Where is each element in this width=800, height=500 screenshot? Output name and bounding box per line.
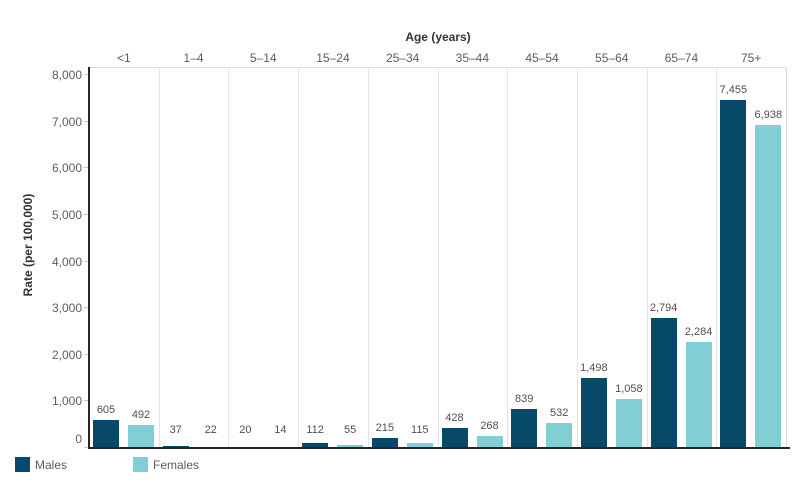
y-tick-label: 3,000 (51, 301, 82, 316)
males-bar (371, 437, 398, 448)
males-bar (93, 419, 119, 448)
bar-value-label: 1,058 (615, 382, 643, 395)
y-tick-mark (84, 167, 89, 169)
y-tick-mark (84, 353, 89, 355)
y-tick-mark (84, 213, 89, 215)
males-legend-label: Males (35, 458, 68, 472)
column-separator (646, 67, 648, 448)
females-bar (476, 435, 503, 448)
x-tick-label: 1–4 (183, 51, 204, 65)
bar-value-label: 6,938 (754, 108, 783, 121)
bar-value-label: 1,498 (580, 362, 608, 375)
y-tick-mark (84, 260, 89, 262)
females-legend-swatch (133, 457, 148, 472)
bar-value-label: 55 (343, 424, 357, 436)
y-tick-mark (84, 307, 89, 309)
females-legend-label: Females (153, 458, 200, 472)
bar-value-label: 532 (550, 407, 569, 420)
bar-value-label: 37 (169, 424, 182, 436)
bar-value-label: 112 (306, 424, 324, 436)
y-tick-mark (84, 400, 89, 402)
bar-value-label: 115 (411, 424, 429, 436)
bar-value-label: 215 (375, 421, 394, 434)
y-tick-label: 8,000 (51, 68, 82, 82)
males-bar (650, 317, 677, 448)
y-tick-mark (84, 120, 89, 122)
x-tick-label: 65–74 (664, 51, 699, 65)
x-tick-label: 75+ (740, 51, 762, 65)
y-tick-label: 6,000 (51, 161, 82, 176)
bar-value-label: 428 (445, 412, 464, 425)
x-tick-label: 35–44 (455, 51, 490, 65)
females-bar (755, 124, 782, 448)
y-tick-label: 7,000 (51, 114, 82, 129)
males-legend-swatch (15, 457, 30, 472)
males-bar (302, 442, 329, 448)
y-tick-label: 1,000 (51, 394, 82, 409)
y-axis-line (88, 67, 90, 448)
males-bar (580, 378, 607, 448)
males-bar (441, 428, 468, 448)
females-bar (615, 398, 642, 448)
x-tick-label: <1 (117, 51, 131, 65)
column-separator (228, 67, 230, 448)
bar-value-label: 7,455 (719, 84, 748, 97)
bar-value-label: 2,284 (684, 325, 713, 338)
bar-value-label: 22 (204, 424, 217, 436)
column-separator (367, 67, 369, 448)
column-separator (298, 67, 300, 448)
males-bar (720, 100, 747, 448)
x-axis-title: Age (years) (405, 30, 471, 44)
y-tick-label: 4,000 (51, 254, 82, 269)
females-bar (337, 445, 364, 448)
females-bar (685, 341, 712, 448)
x-axis-line (88, 447, 790, 449)
x-tick-label: 5–14 (249, 51, 277, 65)
x-tick-label: 55–64 (595, 51, 629, 65)
column-separator (576, 67, 578, 448)
females-bar (406, 442, 433, 448)
bar-value-label: 20 (239, 424, 252, 436)
males-bar (511, 408, 538, 448)
x-tick-label: 45–54 (525, 51, 559, 65)
bar-value-label: 268 (480, 419, 499, 432)
column-separator (158, 67, 160, 448)
bar-value-label: 605 (96, 403, 116, 416)
bar-value-label: 839 (515, 392, 534, 405)
x-tick-label: 15–24 (316, 51, 350, 65)
females-bar (128, 425, 154, 448)
bar-value-label: 2,794 (649, 301, 678, 314)
females-bar (546, 423, 573, 448)
column-separator (716, 67, 718, 448)
y-tick-label: 0 (75, 432, 82, 446)
y-tick-mark (84, 447, 89, 448)
column-separator (437, 67, 439, 448)
bar-value-label: 492 (131, 409, 151, 422)
bar-value-label: 14 (274, 424, 287, 436)
y-tick-label: 2,000 (51, 347, 82, 362)
y-tick-label: 5,000 (51, 207, 82, 222)
x-tick-label: 25–34 (385, 51, 420, 65)
column-separator (507, 67, 509, 448)
y-tick-mark (84, 74, 89, 75)
